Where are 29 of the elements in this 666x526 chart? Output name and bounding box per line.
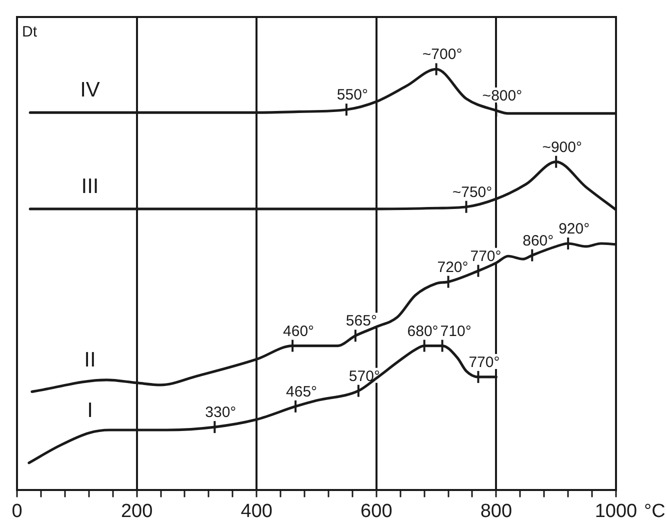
annotation: ~750° bbox=[452, 184, 492, 201]
annotation: 770° bbox=[468, 354, 500, 371]
x-tick-label: 600 bbox=[360, 500, 392, 522]
annotation: 920° bbox=[558, 220, 590, 238]
annotation: 550° bbox=[336, 86, 368, 104]
annotation: ~700° bbox=[422, 46, 462, 64]
annotation: 570° bbox=[348, 368, 380, 385]
annotation: 330° bbox=[205, 404, 236, 422]
x-tick-label: 0 bbox=[12, 500, 22, 522]
x-tick-label: 1000 bbox=[594, 500, 638, 522]
annotation: ~800° bbox=[482, 87, 522, 104]
x-tick-label: 400 bbox=[240, 500, 272, 522]
annotation: 680° bbox=[407, 322, 438, 340]
annotation: ~900° bbox=[542, 138, 582, 156]
series-label: III bbox=[81, 174, 99, 198]
y-axis-title: Dt bbox=[22, 24, 38, 41]
x-axis-title: °C bbox=[644, 500, 666, 522]
series-label: II bbox=[84, 348, 96, 372]
x-tick-label: 200 bbox=[120, 500, 153, 522]
series-label: IV bbox=[80, 78, 100, 102]
annotation: 565° bbox=[346, 312, 377, 330]
annotation: 460° bbox=[283, 322, 314, 340]
annotation: 720° bbox=[437, 258, 468, 276]
annotation: 710° bbox=[440, 322, 472, 340]
annotation: 770° bbox=[470, 248, 502, 265]
annotation: 860° bbox=[522, 232, 554, 250]
annotation: 465° bbox=[286, 383, 318, 400]
x-tick-label: 800 bbox=[480, 500, 512, 522]
series-label: I bbox=[87, 398, 93, 422]
